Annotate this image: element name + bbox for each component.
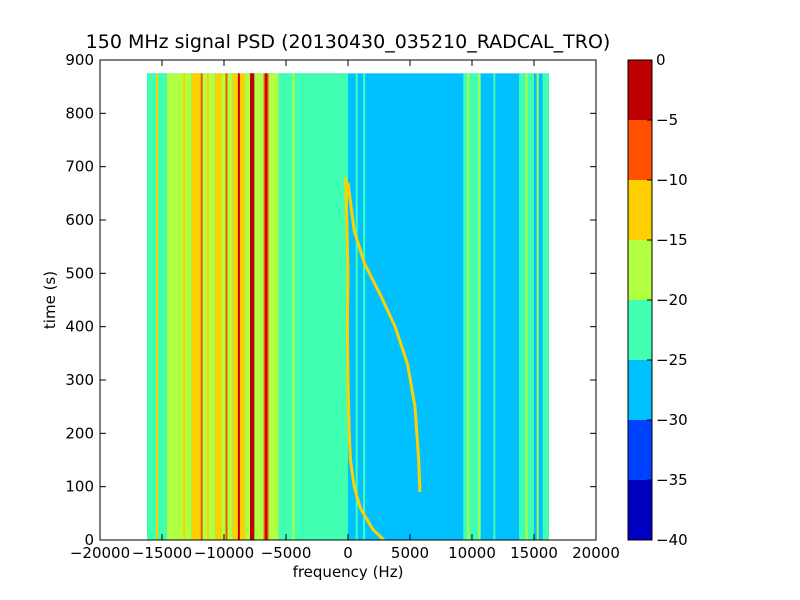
heatmap: [147, 73, 549, 540]
x-axis: −20000 −15000 −10000 −5000 0 5000 10000 15000 20…: [70, 60, 620, 562]
y-tick-label: 900: [65, 51, 94, 69]
heatmap-band: [463, 73, 481, 540]
y-tick-label: 300: [65, 371, 94, 389]
colorbar: 0 −5 −10 −15 −20 −25 −30 −35 −40: [627, 51, 688, 549]
colorbar-tick-label: −30: [656, 411, 688, 429]
y-tick-label: 400: [65, 318, 94, 336]
x-axis-label: frequency (Hz): [293, 563, 404, 581]
y-axis-label: time (s): [41, 271, 59, 329]
colorbar-segment: [628, 300, 652, 360]
chart-title: 150 MHz signal PSD (20130430_035210_RADC…: [86, 31, 611, 53]
heatmap-band: [254, 73, 264, 540]
y-axis: 0 100 200 300 400 500 600 700 800 900: [65, 51, 596, 549]
x-tick-label: 15000: [510, 544, 558, 562]
x-tick-label: −10000: [194, 544, 254, 562]
signal-trace: [346, 182, 422, 493]
y-tick-label: 600: [65, 211, 94, 229]
heatmap-band: [278, 73, 304, 540]
colorbar-tick-label: −40: [656, 531, 688, 549]
x-tick-label: −15000: [132, 544, 192, 562]
colorbar-segment: [628, 360, 652, 420]
heatmap-band: [245, 73, 251, 540]
heatmap-band: [542, 73, 549, 540]
colorbar-segment: [628, 420, 652, 480]
heatmap-band: [303, 73, 348, 540]
y-tick-label: 700: [65, 158, 94, 176]
signal-trace: [344, 177, 385, 540]
x-tick-label: 5000: [391, 544, 429, 562]
colorbar-tick-label: −10: [656, 171, 688, 189]
y-tick-label: 500: [65, 264, 94, 282]
colorbar-segment: [628, 60, 652, 120]
heatmap-band: [191, 73, 201, 540]
heatmap-band: [166, 73, 192, 540]
x-tick-label: 10000: [448, 544, 496, 562]
colorbar-tick-label: −20: [656, 291, 688, 309]
y-tick-label: 0: [84, 531, 94, 549]
y-tick-label: 200: [65, 424, 94, 442]
x-tick-label: 0: [343, 544, 353, 562]
heatmap-band: [268, 73, 279, 540]
colorbar-segment: [628, 180, 652, 240]
colorbar-segment: [628, 480, 652, 540]
x-tick-label: −5000: [261, 544, 312, 562]
x-tick-label: −20000: [70, 544, 130, 562]
colorbar-tick-label: −5: [656, 111, 678, 129]
y-tick-label: 800: [65, 104, 94, 122]
colorbar-tick-label: −35: [656, 471, 688, 489]
x-tick-label: 20000: [572, 544, 620, 562]
colorbar-tick-label: 0: [656, 51, 666, 69]
colorbar-tick-label: −25: [656, 351, 688, 369]
colorbar-tick-label: −15: [656, 231, 688, 249]
y-tick-label: 100: [65, 478, 94, 496]
colorbar-segment: [628, 240, 652, 300]
heatmap-band: [215, 73, 222, 540]
colorbar-segment: [628, 120, 652, 180]
